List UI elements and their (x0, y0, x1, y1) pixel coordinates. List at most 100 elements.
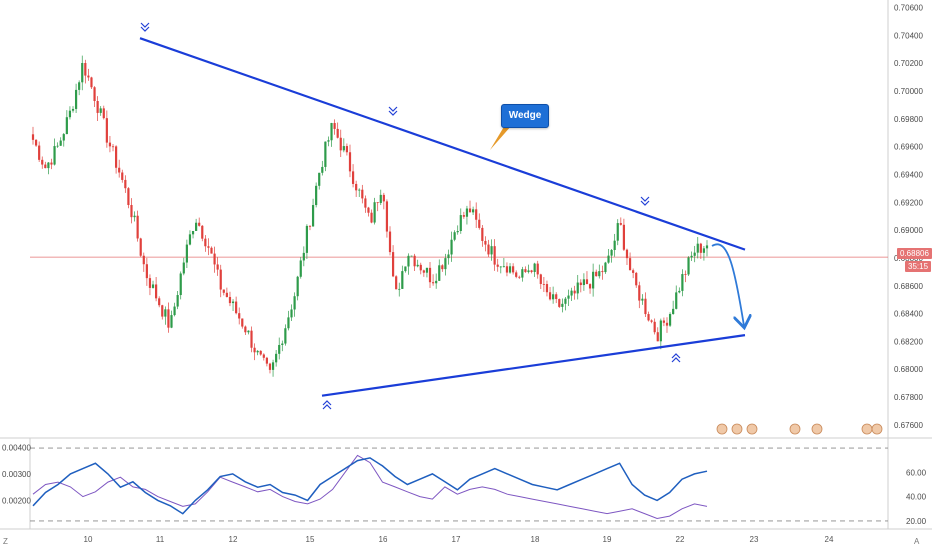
candle-body (465, 208, 469, 217)
candle-body (213, 253, 216, 265)
price-tag: 0.68806 (897, 248, 932, 259)
candle-body (644, 298, 647, 315)
y-tick-label: 0.67600 (894, 421, 923, 430)
y-tick-label: 0.67800 (894, 393, 923, 402)
candle-body (702, 248, 706, 253)
candle-body (74, 89, 78, 109)
y-tick-label: 0.69200 (894, 198, 923, 207)
event-flag-icon (716, 423, 728, 435)
chevron-up-marker (322, 400, 332, 410)
candle-body (675, 292, 678, 309)
candle-body (204, 238, 207, 247)
candle-body (592, 271, 595, 289)
x-tick-label: 15 (306, 535, 315, 544)
candle-body (653, 321, 656, 333)
x-tick-label: 24 (825, 535, 834, 544)
candle-body (635, 272, 638, 286)
candle-body (127, 188, 130, 206)
y-tick-label: 0.70400 (894, 31, 923, 40)
candle-body (478, 219, 481, 228)
candle-body (108, 142, 112, 147)
candle-body (561, 303, 564, 307)
candle-body (148, 278, 152, 288)
candle-body (508, 266, 512, 273)
candle-body (564, 298, 567, 304)
candle-body (518, 276, 521, 278)
candles (31, 55, 709, 377)
x-tick-label: 10 (84, 535, 93, 544)
candle-body (416, 264, 419, 267)
candle-body (533, 263, 536, 273)
osc-left-tick-label: 0.00300 (2, 470, 31, 479)
candle-body (244, 326, 247, 333)
y-tick-label: 0.69800 (894, 115, 923, 124)
candle-body (271, 362, 275, 370)
x-tick-label: 12 (229, 535, 238, 544)
candle-body (71, 108, 75, 111)
candle-body (333, 123, 336, 129)
candle-body (659, 320, 662, 342)
candle-body (388, 231, 392, 253)
candle-body (284, 328, 287, 344)
candle-body (321, 166, 324, 173)
candle-body (167, 309, 170, 328)
candle-body (228, 296, 232, 304)
candle-body (398, 288, 401, 290)
lower-trendline (321, 334, 746, 397)
candle-body (468, 208, 472, 213)
candle-body (598, 271, 601, 277)
candle-body (668, 314, 672, 326)
candle-body (647, 314, 650, 321)
candle-body (435, 280, 438, 284)
candle-body (690, 255, 693, 258)
axes: 0.70600 0.70400 0.70200 0.70000 0.69800 0.696… (2, 4, 927, 544)
candle-body (641, 298, 644, 301)
candle-body (493, 246, 496, 265)
event-flag-icon (861, 423, 873, 435)
candle-body (367, 207, 370, 213)
candle-body (539, 274, 542, 284)
x-tick-label: 19 (603, 535, 612, 544)
candle-body (216, 264, 219, 270)
candle-body (59, 140, 62, 146)
candle-body (438, 265, 441, 281)
candle-body (413, 255, 416, 267)
candle-body (259, 350, 262, 355)
candle-body (38, 145, 41, 160)
candle-body (361, 189, 364, 199)
candle-body (53, 146, 56, 165)
candle-body (585, 279, 589, 285)
candle-body (293, 296, 296, 310)
candle-body (499, 266, 502, 268)
candle-body (582, 279, 585, 286)
candle-body (47, 162, 50, 169)
candle-body (610, 250, 613, 256)
candle-body (345, 146, 349, 153)
candle-body (447, 254, 450, 259)
x-tick-label: 22 (676, 535, 685, 544)
candle-body (622, 224, 626, 250)
candle-body (705, 245, 709, 249)
wedge-callout[interactable]: Wedge (501, 104, 549, 128)
candle-body (512, 266, 515, 273)
candle-body (693, 252, 696, 256)
candle-body (231, 301, 235, 304)
candle-body (161, 305, 164, 317)
candle-body (487, 244, 490, 255)
candle-body (225, 292, 228, 297)
candle-body (459, 215, 462, 231)
candle-body (573, 290, 576, 294)
candle-body (114, 146, 118, 168)
chevron-down-marker (640, 196, 650, 206)
candle-body (656, 332, 659, 342)
candle-body (444, 258, 447, 270)
osc-right-tick-label: 40.00 (906, 493, 927, 502)
event-flag-icon (789, 423, 801, 435)
candle-body (139, 238, 142, 256)
x-tick-label: 11 (156, 535, 165, 544)
candle-body (607, 255, 610, 263)
y-tick-label: 0.68400 (894, 310, 923, 319)
event-flag-icon (746, 423, 758, 435)
candle-body (133, 215, 136, 218)
